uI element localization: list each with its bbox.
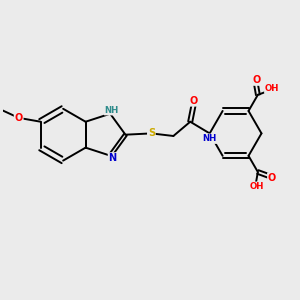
Text: S: S <box>148 128 155 138</box>
Text: O: O <box>190 96 198 106</box>
Text: OH: OH <box>250 182 264 191</box>
Text: OH: OH <box>265 84 279 93</box>
Text: O: O <box>268 173 276 183</box>
Text: O: O <box>14 113 23 123</box>
Text: O: O <box>253 75 261 85</box>
Text: NH: NH <box>105 106 119 115</box>
Text: N: N <box>109 153 117 163</box>
Text: NH: NH <box>202 134 217 143</box>
